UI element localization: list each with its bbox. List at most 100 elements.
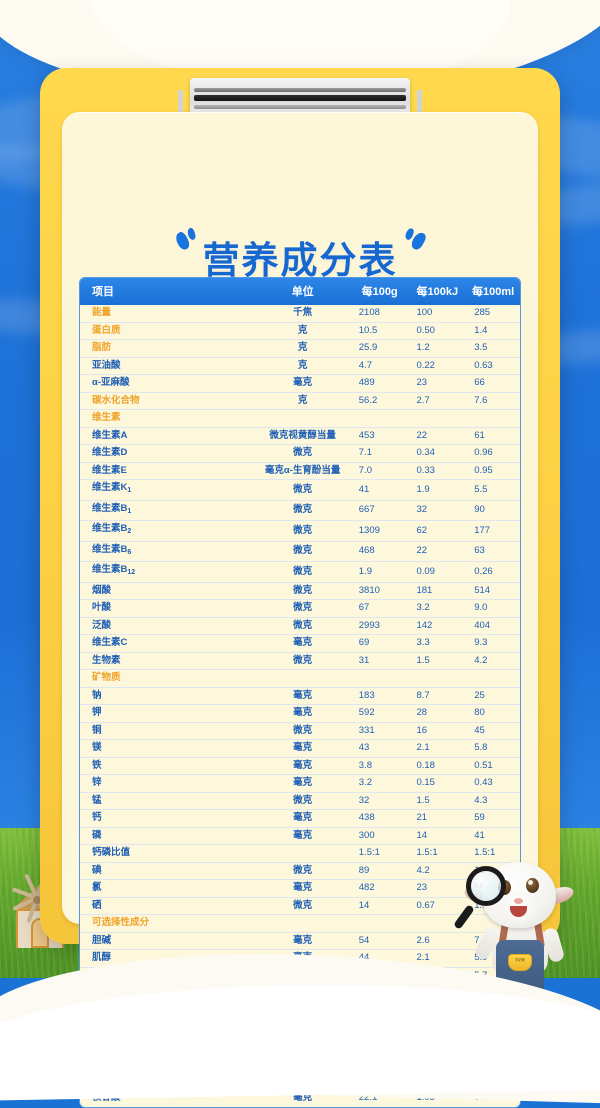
column-header-item: 项目	[80, 278, 255, 305]
cell-per-100g: 468	[350, 541, 409, 562]
cell-unit: 毫克	[254, 634, 351, 653]
cell-per-100ml: 4.3	[466, 792, 520, 810]
cell-item: 维生素B12	[80, 561, 255, 583]
cell-per-100kj: 0.33	[408, 462, 467, 480]
cell-unit: 克	[254, 322, 351, 340]
cell-per-100g: 41	[350, 479, 409, 501]
cell-item: 钾	[80, 704, 255, 723]
table-row: 维生素B1 微克 667 32 90	[80, 500, 520, 521]
cell-per-100ml: 177	[466, 520, 520, 542]
cell-item: 维生素B1	[80, 500, 255, 521]
cell-per-100kj: 23	[408, 374, 467, 393]
cell-per-100g: 43	[350, 739, 409, 758]
magnifying-glass-icon	[466, 866, 506, 906]
windmill-hub	[33, 896, 41, 904]
cell-per-100ml: 4.2	[466, 652, 520, 670]
column-header-unit: 单位	[254, 278, 351, 305]
table-row: 烟酸 微克 3810 181 514	[80, 582, 520, 600]
table-row: 维生素D 微克 7.1 0.34 0.96	[80, 444, 520, 463]
sheep-mascot: 羊奶粉	[452, 852, 592, 1027]
cell-per-100kj: 0.18	[408, 757, 467, 775]
cell-per-100ml: 285	[466, 305, 520, 323]
cell-item: 烟酸	[80, 582, 255, 600]
cell-per-100g: 31	[350, 652, 409, 670]
cell-unit: 微克	[254, 541, 351, 562]
cell-per-100kj: 142	[408, 617, 467, 635]
table-row: 脂肪克 25.9 1.2 3.5	[80, 339, 520, 358]
column-header-per100g: 每100g	[350, 278, 409, 305]
cell-per-100kj	[408, 914, 467, 933]
cell-unit: 毫克	[254, 374, 351, 393]
cell-unit: 克	[254, 339, 351, 358]
cell-per-100ml: 7.6	[466, 392, 520, 410]
cell-item: 脂肪	[80, 339, 255, 358]
cell-per-100kj: 4.2	[408, 862, 467, 880]
cell-item: 硒	[80, 897, 255, 915]
table-row: 钾毫克 592 28 80	[80, 704, 520, 723]
table-row: α-亚麻酸 毫克 489 23 66	[80, 374, 520, 393]
cell-item: 锌	[80, 774, 255, 793]
cell-per-100g: 667	[350, 500, 409, 521]
cell-unit: 微克	[254, 897, 351, 915]
cell-per-100g: 592	[350, 704, 409, 723]
cell-item: α-亚麻酸	[80, 374, 255, 393]
table-header-row: 项目 单位 每100g 每100kJ 每100ml	[80, 278, 520, 305]
cell-per-100ml: 0.43	[466, 774, 520, 793]
cell-per-100g: 54	[350, 932, 409, 950]
cell-per-100ml: 404	[466, 617, 520, 635]
cell-per-100g: 89	[350, 862, 409, 880]
cell-unit: 毫克	[254, 827, 351, 845]
cell-per-100ml: 514	[466, 582, 520, 600]
cell-per-100g: 3.8	[350, 757, 409, 775]
page-title: 营养成分表	[202, 239, 398, 282]
cell-unit: 毫克	[254, 774, 351, 793]
cell-unit: 毫克α-生育酚当量	[254, 462, 351, 480]
cell-per-100kj: 100	[408, 305, 467, 323]
milk-droplet	[556, 32, 567, 46]
cell-per-100g: 25.9	[350, 339, 409, 358]
table-section-row: 可选择性成分	[80, 914, 520, 933]
cell-per-100ml: 59	[466, 809, 520, 828]
cell-per-100g: 489	[350, 374, 409, 393]
cell-per-100ml: 0.26	[466, 561, 520, 583]
cell-per-100ml: 5.8	[466, 739, 520, 758]
clip-bar	[194, 88, 406, 92]
cell-per-100g: 482	[350, 879, 409, 898]
cell-item: 矿物质	[80, 669, 255, 688]
table-row: 蛋白质克 10.5 0.50 1.4	[80, 322, 520, 340]
cell-unit: 微克	[254, 582, 351, 600]
cell-unit: 微克	[254, 444, 351, 463]
table-row: 钠毫克 183 8.7 25	[80, 687, 520, 705]
cell-item: 磷	[80, 827, 255, 845]
cell-per-100ml	[466, 669, 520, 688]
table-row: 维生素K1 微克 41 1.9 5.5	[80, 479, 520, 501]
cell-per-100kj: 0.50	[408, 322, 467, 340]
cell-unit	[254, 914, 351, 933]
cell-per-100kj: 32	[408, 500, 467, 521]
cell-unit	[254, 409, 351, 428]
cell-per-100g: 4.7	[350, 357, 409, 375]
cell-unit: 微克	[254, 479, 351, 501]
cell-per-100ml: 1.4	[466, 322, 520, 340]
cell-item: 铁	[80, 757, 255, 775]
cell-unit: 微克	[254, 599, 351, 618]
table-row: 镁毫克 43 2.1 5.8	[80, 739, 520, 758]
cell-unit: 微克	[254, 792, 351, 810]
table-row: 维生素B12 微克 1.9 0.09 0.26	[80, 561, 520, 583]
cell-unit: 毫克	[254, 757, 351, 775]
cell-per-100g: 2108	[350, 305, 409, 323]
cell-per-100ml: 61	[466, 427, 520, 445]
cell-per-100kj: 1.5	[408, 652, 467, 670]
table-row: 铁毫克 3.8 0.18 0.51	[80, 757, 520, 775]
cell-item: 钠	[80, 687, 255, 705]
table-row: 叶酸 微克 67 3.2 9.0	[80, 599, 520, 618]
cell-per-100ml: 0.63	[466, 357, 520, 375]
cell-item: 蛋白质	[80, 322, 255, 340]
table-row: 铜微克 331 16 45	[80, 722, 520, 740]
cell-per-100g: 14	[350, 897, 409, 915]
cell-per-100ml: 41	[466, 827, 520, 845]
cell-per-100ml: 0.95	[466, 462, 520, 480]
cell-per-100kj: 2.7	[408, 392, 467, 410]
cell-unit: 毫克	[254, 704, 351, 723]
table-row: 钙毫克 438 21 59	[80, 809, 520, 828]
